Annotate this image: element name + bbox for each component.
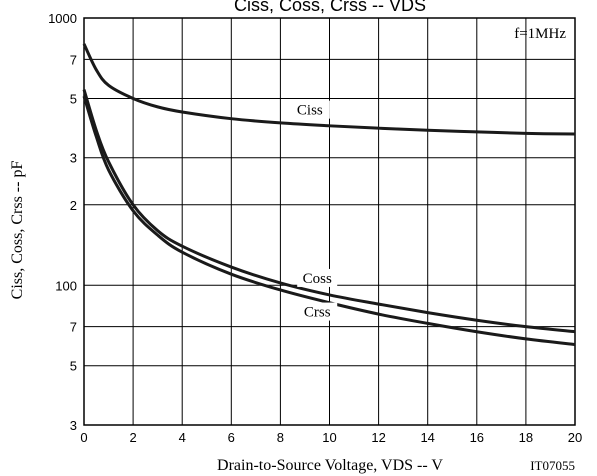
x-tick-label: 12 — [371, 430, 385, 445]
curve-coss — [82, 89, 576, 334]
y-tick-label: 7 — [70, 320, 77, 335]
x-tick-label: 8 — [277, 430, 284, 445]
series-label-bg — [297, 268, 338, 287]
series-label-coss: Coss — [303, 271, 332, 287]
y-tick-label: 100 — [55, 278, 77, 293]
x-tick-label: 20 — [568, 430, 582, 445]
curve-ciss — [82, 43, 576, 136]
series-label-crss: Crss — [304, 305, 331, 321]
series-label-ciss: Ciss — [297, 103, 323, 119]
x-tick-label: 0 — [80, 430, 87, 445]
series-label-bg — [289, 100, 330, 119]
y-tick-label: 2 — [70, 198, 77, 213]
y-tick-label: 5 — [70, 91, 77, 106]
y-tick-label: 1000 — [48, 11, 77, 26]
x-tick-label: 10 — [322, 430, 336, 445]
plot-labels: 0 2 4 6 8 10 12 14 16 18 20 1000 7 5 3 2 100 7 5 3 Ciss Coss C… — [48, 11, 582, 445]
y-tick-label: 3 — [70, 151, 77, 166]
chart-title: Ciss, Coss, Crss -- VDS — [234, 0, 426, 15]
y-axis-label: Ciss, Coss, Crss -- pF — [9, 161, 26, 300]
y-tick-label: 3 — [70, 418, 77, 433]
x-tick-label: 14 — [420, 430, 434, 445]
plot-curves — [82, 43, 576, 347]
y-tick-label: 7 — [70, 52, 77, 67]
frequency-annotation: f=1MHz — [514, 26, 566, 42]
series-label-bg — [297, 302, 338, 321]
figure-id: IT07055 — [530, 458, 575, 473]
plot-grid — [83, 17, 576, 426]
y-tick-label: 5 — [70, 359, 77, 374]
x-axis-label: Drain-to-Source Voltage, VDS -- V — [217, 457, 443, 474]
curve-crss — [82, 95, 576, 347]
x-tick-label: 6 — [228, 430, 235, 445]
x-tick-label: 2 — [129, 430, 136, 445]
x-tick-label: 4 — [179, 430, 186, 445]
x-tick-label: 18 — [519, 430, 533, 445]
x-tick-label: 16 — [470, 430, 484, 445]
